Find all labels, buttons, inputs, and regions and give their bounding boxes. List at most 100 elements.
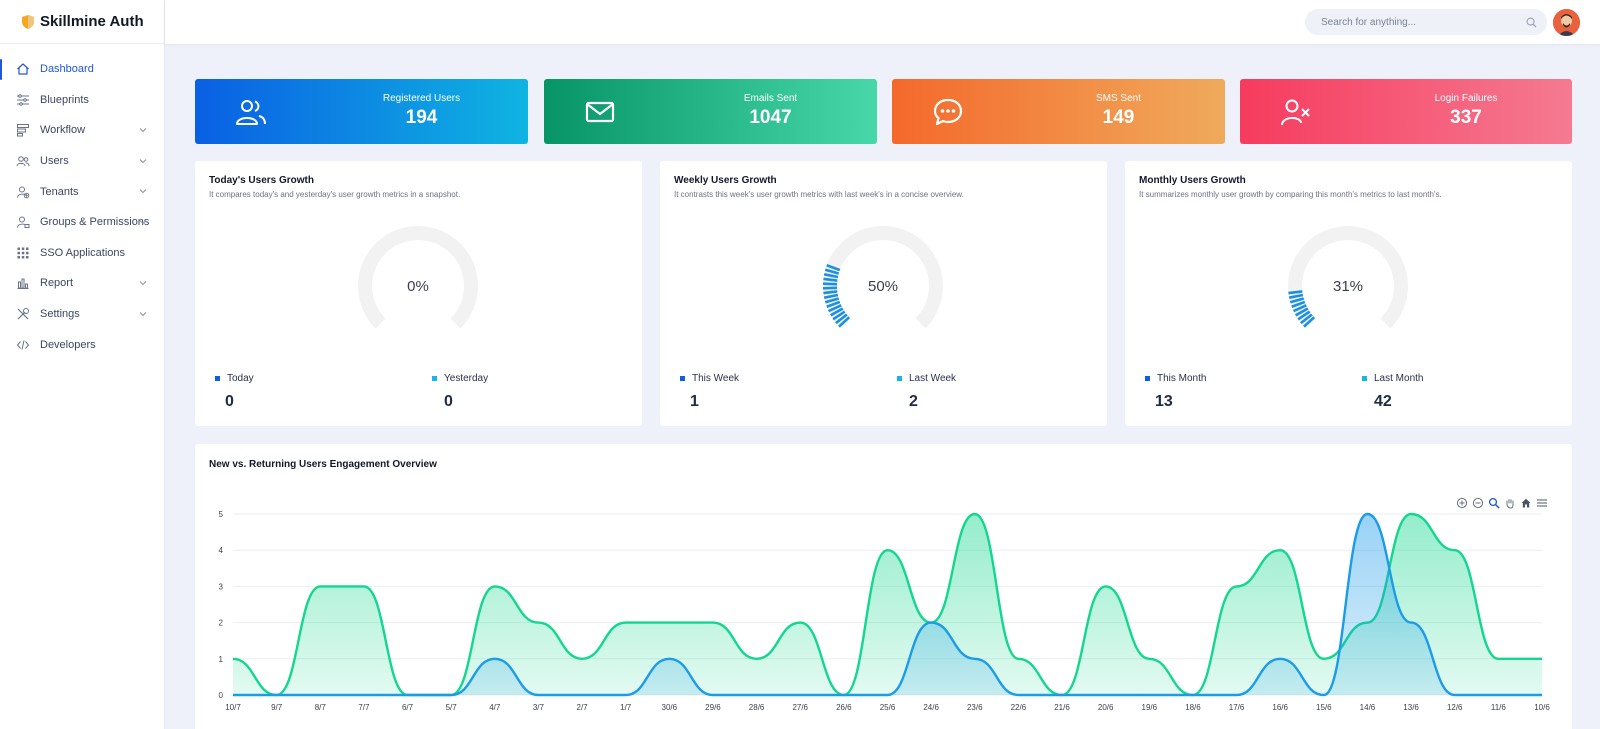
chevron-down-icon[interactable] (138, 125, 148, 135)
previous-value: 0 (444, 393, 453, 410)
sidebar-item-dashboard[interactable]: Dashboard (0, 54, 164, 85)
y-tick-label: 4 (219, 546, 224, 555)
gauge-track (823, 226, 943, 329)
stat-value: 337 (1450, 107, 1482, 128)
selection-zoom-icon[interactable] (1488, 496, 1500, 509)
stat-label: SMS Sent (1095, 93, 1142, 104)
x-tick-label: 7/7 (358, 703, 370, 712)
sidebar-item-tenants[interactable]: Tenants (0, 176, 164, 207)
x-tick-label: 6/7 (402, 703, 414, 712)
legend-label: Last Week (909, 373, 957, 384)
legend-current[interactable]: Today (215, 373, 254, 384)
search-input[interactable] (1321, 16, 1526, 28)
chart-title: New vs. Returning Users Engagement Overv… (209, 459, 437, 470)
current-value: 1 (690, 393, 699, 410)
pan-hand-icon[interactable] (1504, 496, 1516, 509)
sidebar-item-report[interactable]: Report (0, 268, 164, 299)
stat-text: SMS Sent 149 (1012, 93, 1225, 129)
chevron-down-icon[interactable] (138, 156, 148, 166)
engagement-area-chart: 0 1 2 3 4 5 10/7 9/7 8/7 7/7 6/7 5/7 4/7 3/7 2/7 1/7 30/… (219, 510, 1551, 712)
sidebar-item-developers[interactable]: Developers (0, 329, 164, 360)
code-icon (16, 338, 30, 352)
gauge-fill-segment (826, 300, 841, 308)
users-icon (236, 100, 266, 125)
brand[interactable]: Skillmine Auth (0, 0, 164, 44)
stat-text: Login Failures 337 (1360, 93, 1572, 129)
chat-icon (933, 98, 963, 126)
gauge-fill-segment (826, 264, 841, 272)
reset-home-icon[interactable] (1520, 496, 1532, 508)
stat-label: Registered Users (382, 93, 461, 104)
sidebar-item-groups-permissions[interactable]: Groups & Permissions (0, 207, 164, 238)
card-description: It summarizes monthly user growth by com… (1139, 190, 1442, 199)
gauge-percent-label: 31% (1333, 278, 1363, 295)
legend-marker (1145, 376, 1150, 381)
gauge-fill-segment (832, 310, 846, 321)
legend-current[interactable]: This Week (680, 373, 739, 384)
stat-value: 1047 (749, 107, 792, 128)
topbar (165, 0, 1600, 44)
current-value: 0 (225, 393, 234, 410)
chevron-down-icon[interactable] (138, 217, 148, 227)
legend-label: This Month (1157, 373, 1207, 384)
gauge-fill-segment (824, 268, 840, 275)
card-description: It compares today's and yesterday's user… (209, 190, 461, 199)
zoom-in-icon[interactable] (1456, 496, 1468, 509)
stat-card-login-failures: Login Failures 337 (1240, 79, 1572, 144)
legend-current[interactable]: This Month (1145, 373, 1206, 384)
sidebar-nav: Dashboard Blueprints Workflow Users Tenants G… (0, 54, 164, 360)
sidebar-item-settings[interactable]: Settings (0, 299, 164, 330)
new-users-line (233, 512, 1542, 697)
x-tick-label: 28/6 (749, 703, 765, 712)
x-tick-label: 10/7 (225, 703, 241, 712)
avatar[interactable] (1553, 9, 1580, 36)
sidebar-item-label: Developers (40, 338, 96, 351)
sidebar-item-sso-applications[interactable]: SSO Applications (0, 238, 164, 269)
app-name: Skillmine Auth (40, 13, 144, 30)
sidebar-item-label: Tenants (40, 185, 79, 198)
x-tick-label: 13/6 (1403, 703, 1419, 712)
card-title: Today's Users Growth (209, 175, 314, 186)
zoom-out-icon[interactable] (1472, 496, 1484, 509)
y-tick-label: 1 (219, 655, 224, 664)
gauge-fill-segment (1291, 300, 1306, 308)
gauge: 0% (358, 226, 478, 329)
sidebar-item-blueprints[interactable]: Blueprints (0, 85, 164, 116)
gauge-card-monthly: Monthly Users Growth It summarizes month… (1125, 161, 1572, 426)
legend-previous[interactable]: Last Week (897, 373, 956, 384)
sidebar-item-users[interactable]: Users (0, 146, 164, 177)
x-tick-label: 26/6 (836, 703, 852, 712)
gauge-fill-segment (835, 313, 848, 325)
x-tick-label: 16/6 (1272, 703, 1288, 712)
y-tick-label: 2 (219, 619, 224, 628)
x-tick-label: 1/7 (620, 703, 632, 712)
sidebar-item-label: Blueprints (40, 93, 89, 106)
gauge-fill-segment (1292, 304, 1307, 313)
menu-icon[interactable] (1536, 496, 1548, 508)
chevron-down-icon[interactable] (138, 186, 148, 196)
sidebar-item-workflow[interactable]: Workflow (0, 115, 164, 146)
x-tick-label: 30/6 (662, 703, 678, 712)
x-tick-label: 12/6 (1447, 703, 1463, 712)
search-icon[interactable] (1526, 17, 1537, 28)
sidebar-item-label: Groups & Permissions (40, 216, 150, 229)
gauge-percent-label: 0% (407, 278, 429, 295)
chevron-down-icon[interactable] (138, 278, 148, 288)
sidebar: Skillmine Auth Dashboard Blueprints Workfl… (0, 0, 165, 729)
gauge-card-today: Today's Users Growth It compares today's… (195, 161, 642, 426)
x-tick-label: 18/6 (1185, 703, 1201, 712)
x-tick-label: 25/6 (880, 703, 896, 712)
x-tick-label: 23/6 (967, 703, 983, 712)
returning-users-area (233, 514, 1542, 695)
stat-card-sms-sent: SMS Sent 149 (892, 79, 1225, 144)
x-tick-label: 19/6 (1142, 703, 1158, 712)
chevron-down-icon[interactable] (138, 309, 148, 319)
stat-text: Registered Users 194 (315, 93, 528, 129)
legend-previous[interactable]: Last Month (1362, 373, 1423, 384)
stat-card-registered-users: Registered Users 194 (195, 79, 528, 144)
gauge: 31% (1288, 226, 1408, 329)
y-tick-label: 5 (219, 510, 224, 519)
legend-previous[interactable]: Yesterday (432, 373, 488, 384)
shield-logo-icon (22, 14, 34, 29)
legend-marker (897, 376, 902, 381)
